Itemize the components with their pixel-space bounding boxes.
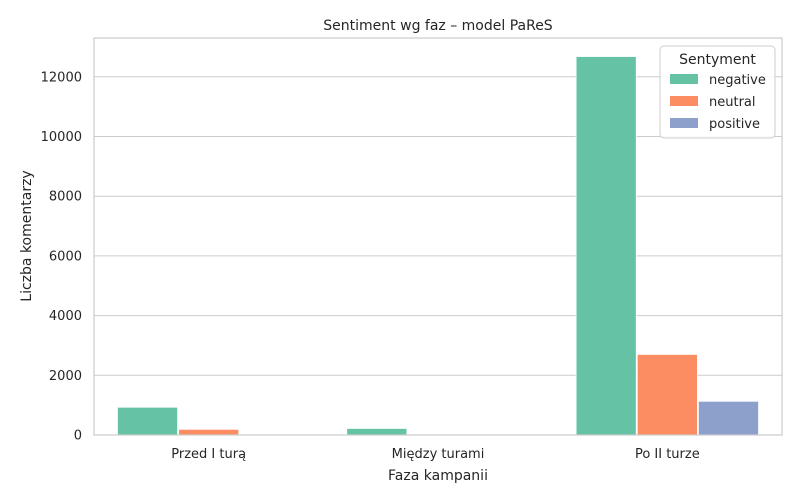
y-tick-label: 0 — [74, 429, 82, 444]
y-tick-label: 6000 — [49, 249, 82, 264]
bar-neutral-0 — [178, 428, 240, 436]
legend-label-positive: positive — [709, 117, 760, 132]
y-tick-label: 10000 — [41, 130, 82, 145]
x-tick-label: Przed I turą — [171, 447, 246, 462]
bar-neutral-2 — [636, 354, 698, 436]
chart-title: Sentiment wg faz – model PaReS — [323, 18, 553, 34]
axes: 0 2000 4000 6000 8000 10000 12000 Przed I turą M… — [41, 37, 783, 462]
y-tick-label: 12000 — [41, 70, 82, 85]
x-tick-label: Między turami — [392, 447, 485, 462]
legend-title: Sentyment — [679, 52, 756, 68]
y-axis-label: Liczba komentarzy — [19, 170, 35, 301]
x-axis-label: Faza kampanii — [388, 468, 488, 484]
plot-frame — [93, 37, 783, 436]
y-tick-label: 2000 — [49, 369, 82, 384]
bar-negative-1 — [346, 428, 408, 436]
legend-swatch-neutral — [670, 96, 698, 106]
legend-label-neutral: neutral — [709, 95, 756, 110]
legend-swatch-negative — [670, 74, 698, 84]
y-tick-label: 8000 — [49, 190, 82, 205]
bar-negative-2 — [575, 56, 637, 436]
grid — [94, 76, 782, 436]
legend-box — [659, 45, 776, 139]
bars — [117, 56, 759, 436]
y-tick-label: 4000 — [49, 309, 82, 324]
legend-swatch-positive — [670, 118, 698, 128]
x-tick-label: Po II turze — [635, 447, 700, 462]
bar-negative-0 — [117, 406, 178, 436]
legend: Sentyment negative neutral positive — [659, 45, 776, 139]
bar-positive-2 — [698, 400, 759, 436]
legend-label-negative: negative — [709, 73, 766, 88]
